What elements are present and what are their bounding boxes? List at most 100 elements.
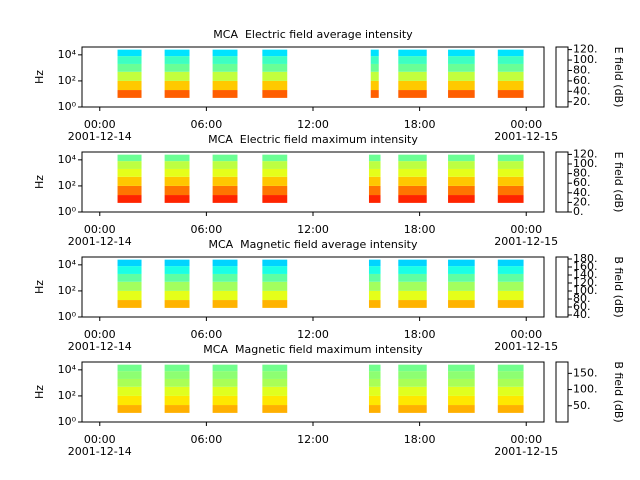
spectrogram-cell [117, 161, 142, 169]
spectrogram-cell [448, 290, 475, 301]
spectrogram-cell [164, 154, 190, 162]
spectrogram-cell [164, 90, 190, 98]
x-tick-label: 12:00 [297, 118, 329, 131]
spectrogram-cell [448, 273, 475, 282]
spectrogram-cell [370, 90, 379, 98]
spectrogram-cell [398, 56, 427, 64]
plot-frame [81, 256, 545, 318]
spectrogram-cell [164, 80, 190, 91]
spectrogram-cell [212, 300, 238, 308]
spectrogram-cell [164, 176, 190, 186]
spectrogram-cell [117, 386, 142, 396]
spectrogram-cell [262, 378, 288, 387]
colorbar [555, 256, 569, 318]
spectrogram-cell [164, 259, 190, 267]
spectrogram-cell [262, 266, 288, 274]
spectrogram-cell [164, 71, 190, 81]
spectrogram-cell [117, 80, 142, 91]
colorbar-label: E field (dB) [612, 47, 625, 108]
x-tick-label: 12:00 [297, 328, 329, 341]
spectrogram-cell [117, 90, 142, 98]
spectrogram-cell [212, 371, 238, 379]
x-tick-label: 18:00 [404, 118, 436, 131]
spectrogram-cell [448, 176, 475, 186]
y-tick-label: 10⁰ [58, 310, 77, 323]
spectrogram-cell [212, 56, 238, 64]
x-tick-label: 18:00 [404, 223, 436, 236]
spectrogram-cell [262, 281, 288, 291]
spectrogram-cell [398, 273, 427, 282]
x-tick-label: 00:00 [510, 433, 542, 446]
spectrogram-cell [117, 185, 142, 196]
spectrogram-cell [164, 395, 190, 406]
panel-title: MCA Electric field maximum intensity [208, 133, 418, 146]
y-tick-label: 10⁰ [58, 100, 77, 113]
x-tick-label: 18:00 [404, 328, 436, 341]
spectrogram-cell [117, 378, 142, 387]
spectrogram-cell [212, 364, 238, 372]
spectrogram-cell [117, 49, 142, 57]
spectrogram-cell [117, 154, 142, 162]
spectrogram-cell [262, 259, 288, 267]
plot-frame [81, 361, 545, 423]
spectrogram-cell [398, 71, 427, 81]
colorbar-tick-label: 60. [573, 74, 591, 87]
spectrogram-cell [398, 364, 427, 372]
x-date-label: 2001-12-14 [68, 235, 132, 248]
spectrogram-cell [398, 281, 427, 291]
spectrogram-cell [398, 80, 427, 91]
x-date-label: 2001-12-14 [68, 130, 132, 143]
x-tick-label: 06:00 [191, 118, 223, 131]
spectrogram-cell [497, 281, 524, 291]
spectrogram-cell [497, 185, 524, 196]
spectrogram-cell [448, 154, 475, 162]
colorbar-tick-label: 60. [573, 176, 591, 189]
spectrogram-cell [117, 371, 142, 379]
x-tick-label: 00:00 [510, 328, 542, 341]
spectrogram-cell [497, 154, 524, 162]
spectrogram-cell [117, 259, 142, 267]
x-date-label: 2001-12-15 [494, 445, 558, 458]
spectrogram-cell [398, 195, 427, 203]
spectrogram-cell [262, 90, 288, 98]
spectrogram-cell [398, 161, 427, 169]
spectrogram-cell [398, 168, 427, 177]
spectrogram-cell [164, 161, 190, 169]
y-tick-label: 10⁴ [58, 153, 77, 166]
spectrogram-cell [212, 161, 238, 169]
colorbar-tick-label: 40. [573, 186, 591, 199]
x-tick-label: 12:00 [297, 433, 329, 446]
spectrogram-cell [370, 63, 379, 72]
spectrogram-cell [497, 405, 524, 413]
spectrogram-cell [448, 185, 475, 196]
spectrogram-cell [164, 378, 190, 387]
spectrogram-cell [117, 405, 142, 413]
spectrogram-cell [262, 195, 288, 203]
spectrogram-cell [497, 273, 524, 282]
spectrogram-cell [212, 80, 238, 91]
spectrogram-cell [212, 281, 238, 291]
spectrogram-cell [164, 405, 190, 413]
spectrogram-cell [262, 290, 288, 301]
spectrogram-cell [398, 290, 427, 301]
spectrogram-cell [262, 161, 288, 169]
spectrogram-cell [368, 185, 381, 196]
colorbar-tick-label: 80. [573, 63, 591, 76]
spectrogram-cell [262, 56, 288, 64]
spectrogram-cell [262, 176, 288, 186]
spectrogram-cell [262, 300, 288, 308]
spectrogram-cell [370, 71, 379, 81]
colorbar-tick-label: 40. [573, 308, 591, 321]
spectrogram-cell [398, 405, 427, 413]
x-tick-label: 06:00 [191, 223, 223, 236]
spectrogram-cell [497, 300, 524, 308]
spectrogram-cell [212, 405, 238, 413]
spectrogram-cell [117, 195, 142, 203]
colorbar-tick-label: 100. [573, 157, 598, 170]
spectrogram-cell [368, 364, 381, 372]
spectrogram-cell [448, 195, 475, 203]
spectrogram-cell [398, 185, 427, 196]
spectrogram-cell [164, 290, 190, 301]
spectrogram-cell [212, 273, 238, 282]
spectrogram-cell [368, 176, 381, 186]
